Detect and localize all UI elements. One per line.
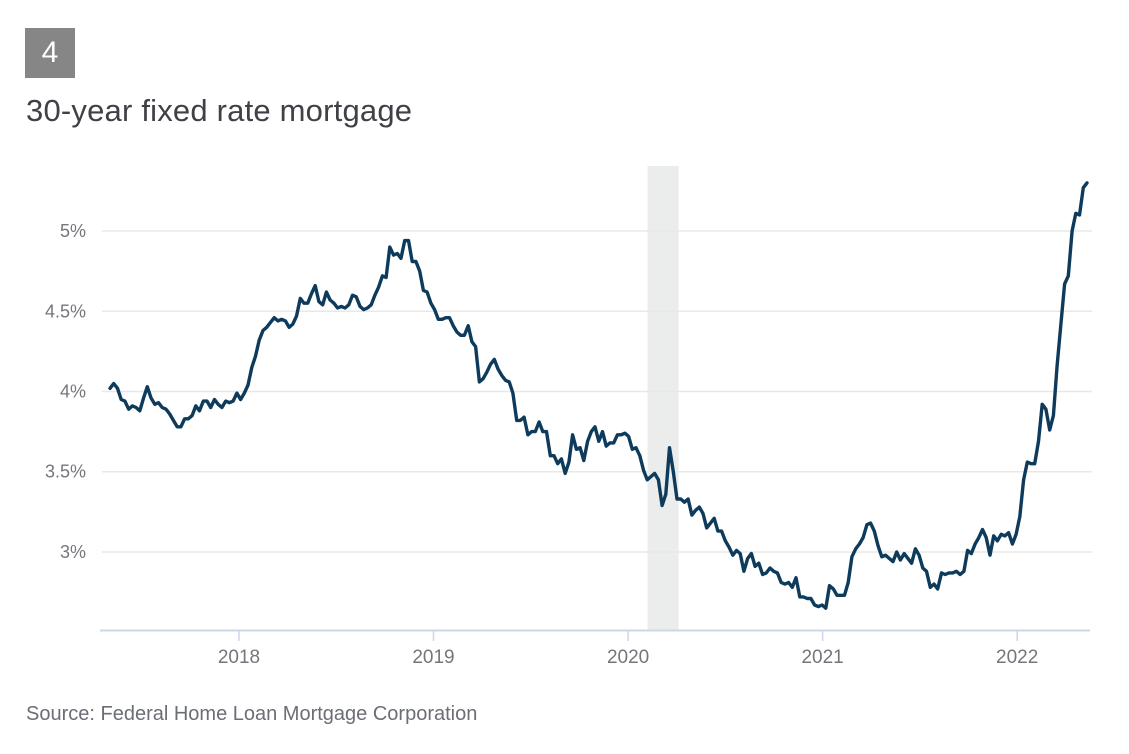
recession-band [647, 166, 679, 630]
data-line-layer [108, 181, 1089, 610]
rate-series-line [108, 181, 1089, 610]
gridline-layer [102, 230, 1092, 553]
y-tick-label-3.5%: 3.5% [45, 462, 86, 482]
y-tick-label-4.5%: 4.5% [45, 301, 86, 321]
x-tick-label-2020: 2020 [607, 647, 649, 668]
recession-band-layer [647, 166, 679, 630]
chart-title: 30-year fixed rate mortgage [26, 93, 413, 128]
figure-number: 4 [41, 36, 59, 69]
x-axis-layer [100, 629, 1090, 641]
x-tick-label-2021: 2021 [801, 647, 843, 668]
x-tick-label-2018: 2018 [218, 647, 260, 668]
y-tick-label-5%: 5% [60, 221, 86, 241]
x-tick-label-2022: 2022 [996, 647, 1038, 668]
x-tick-label-2019: 2019 [412, 647, 454, 668]
tick-label-layer: 3% 3.5% 4% 4.5% 5% 2018 2019 2020 2021 2022 [45, 221, 1038, 668]
y-tick-label-3%: 3% [60, 542, 86, 562]
source-note: Source: Federal Home Loan Mortgage Corpo… [26, 703, 478, 725]
y-tick-label-4%: 4% [60, 382, 86, 402]
figure-number-badge: 4 [25, 28, 75, 78]
